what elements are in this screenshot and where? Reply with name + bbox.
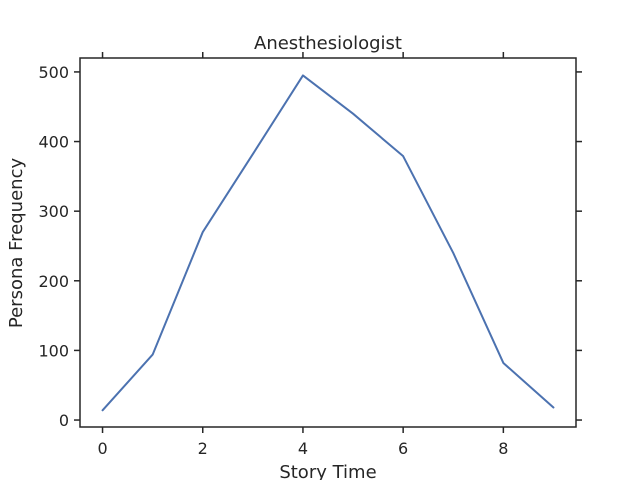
y-tick-label: 400 (38, 133, 69, 152)
y-tick-label: 300 (38, 202, 69, 221)
x-tick-label: 2 (198, 439, 208, 458)
y-tick-label: 100 (38, 341, 69, 360)
series-group (101, 74, 555, 412)
series-line (101, 74, 555, 412)
x-tick-label: 4 (298, 439, 308, 458)
y-tick-label: 500 (38, 63, 69, 82)
chart-title: Anesthesiologist (254, 33, 402, 54)
axis-ticks: 0 2 4 6 8 0 100 200 300 400 500 (38, 52, 582, 458)
x-axis-label: Story Time (279, 462, 376, 480)
y-tick-label: 200 (38, 272, 69, 291)
x-tick-label: 0 (97, 439, 107, 458)
x-tick-label: 8 (498, 439, 508, 458)
x-tick-label: 6 (398, 439, 408, 458)
y-axis-label: Persona Frequency (6, 158, 27, 329)
plot-frame (79, 57, 577, 428)
y-tick-label: 0 (59, 411, 69, 430)
